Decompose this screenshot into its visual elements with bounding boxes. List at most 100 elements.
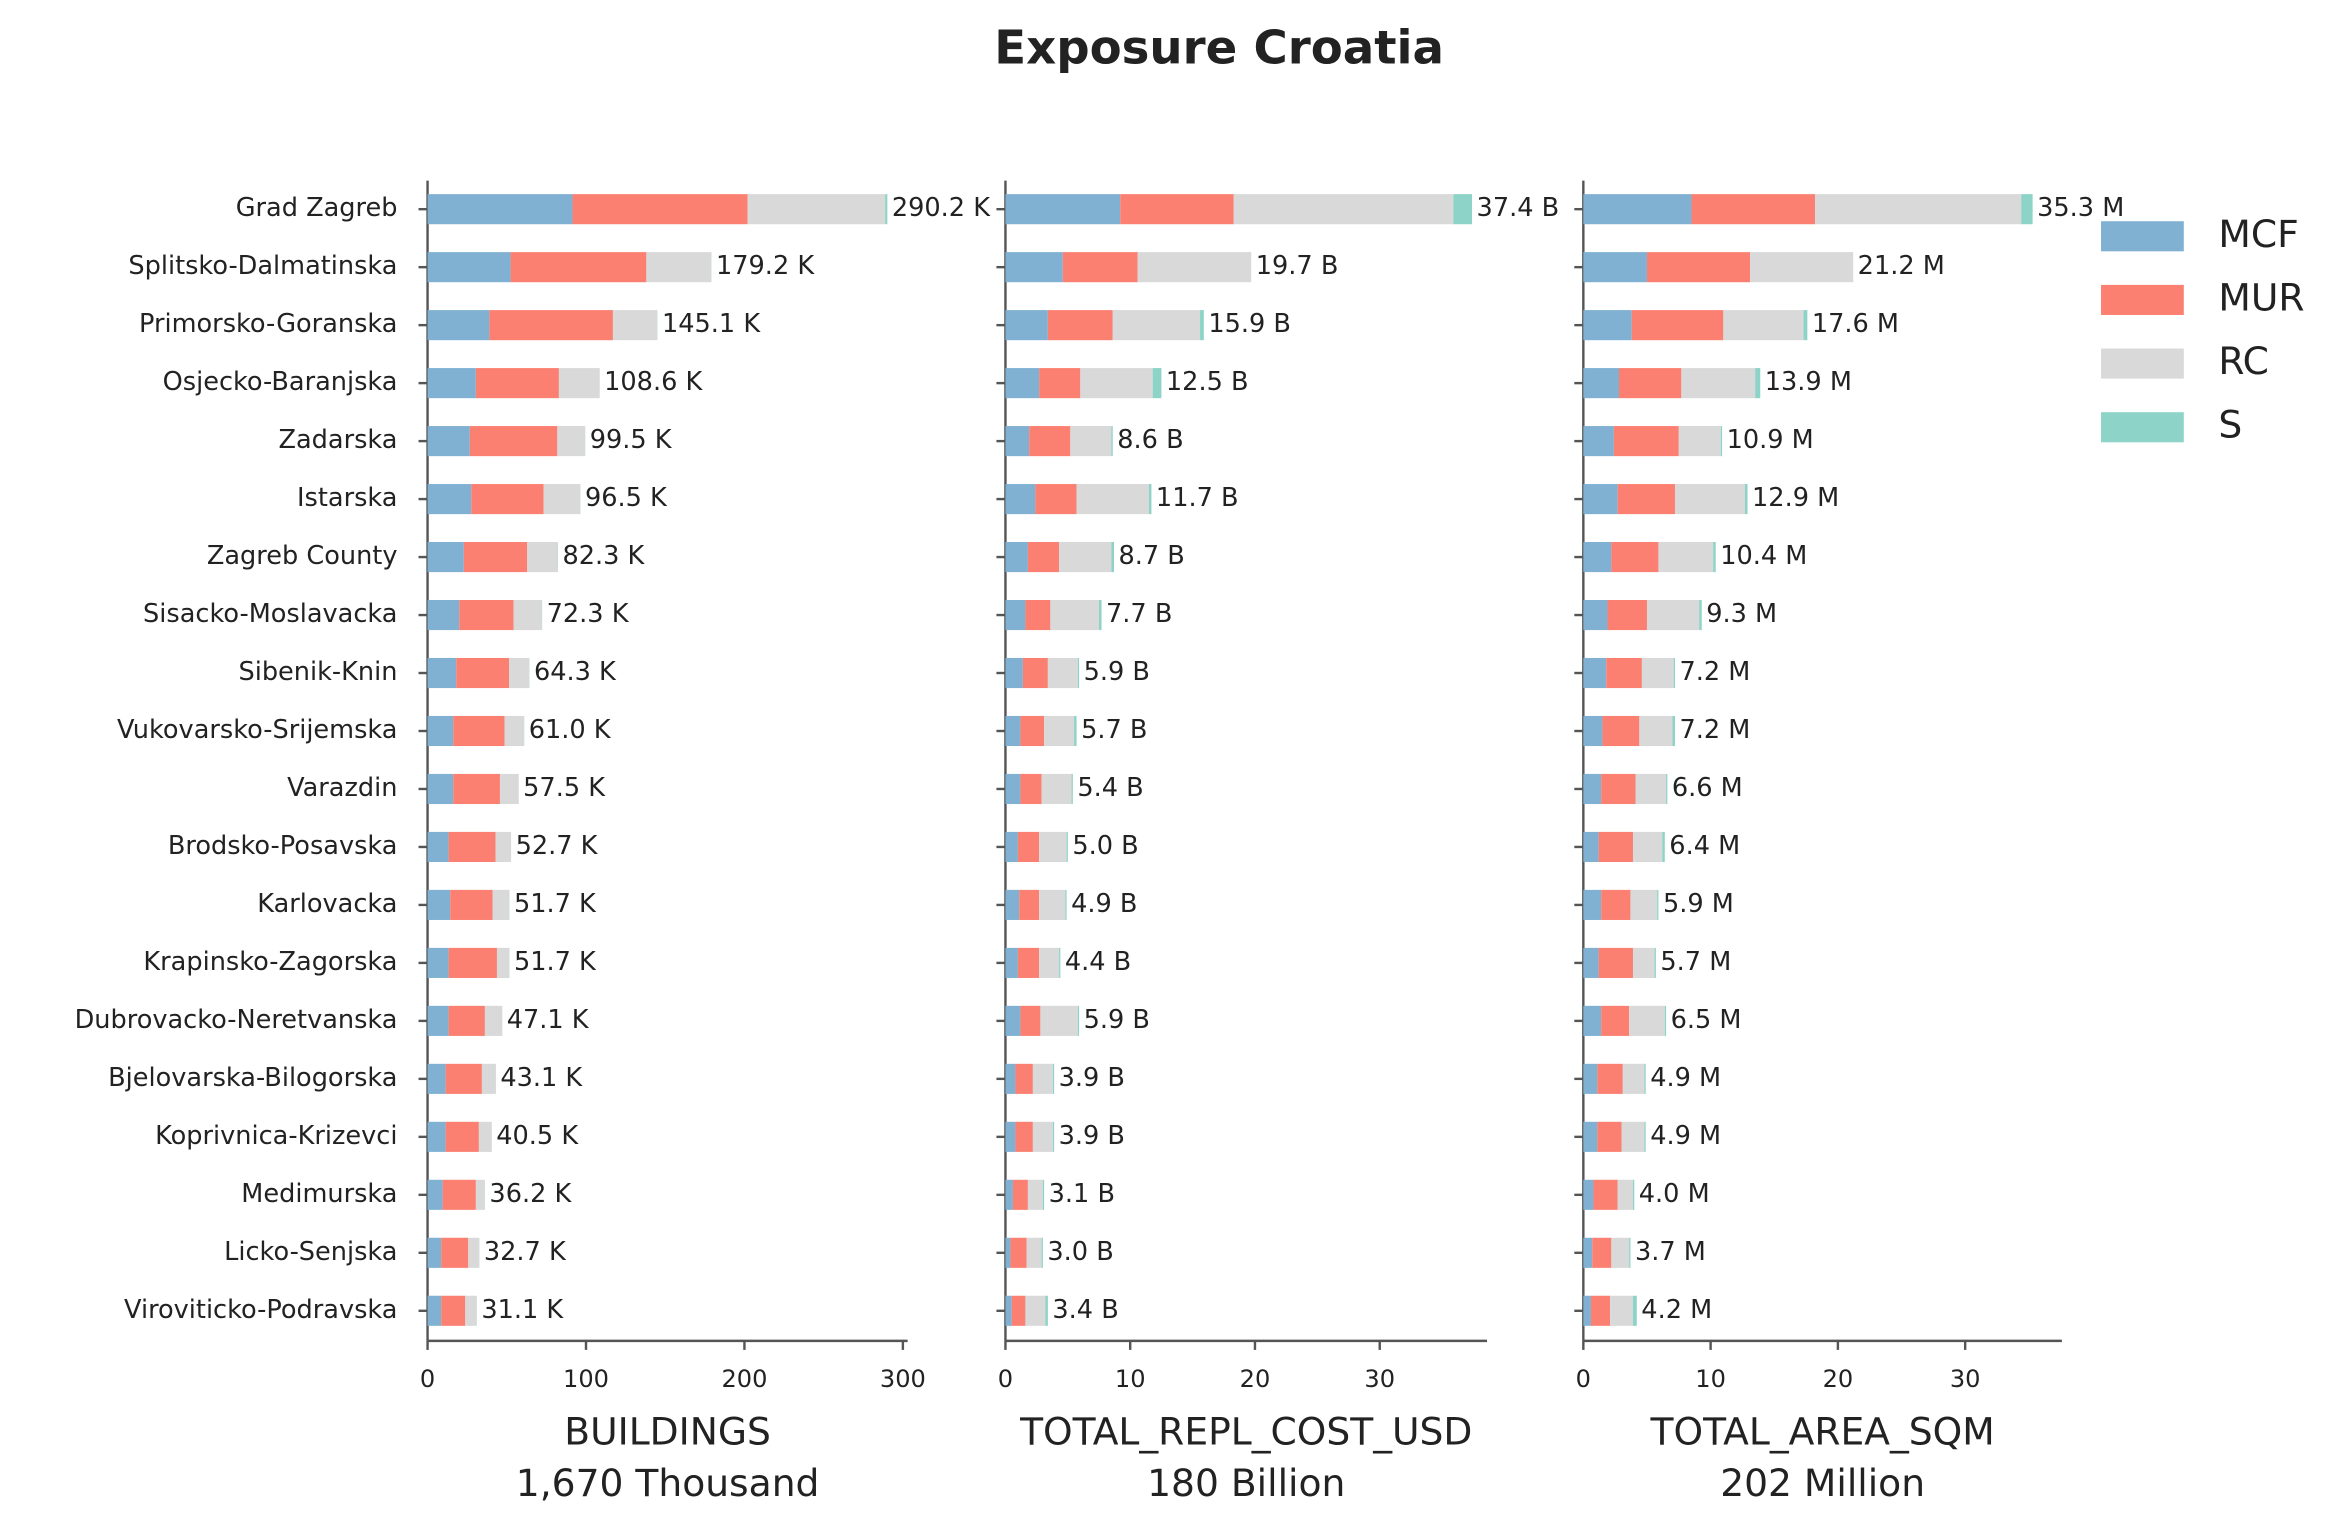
x-tick-label: 200 (721, 1365, 767, 1393)
bar-segment (1052, 1063, 1055, 1094)
total-label: 36.2 K (489, 1179, 572, 1209)
bar-segment (427, 889, 451, 920)
bar-segment (1617, 1179, 1633, 1210)
bar-segment (1592, 1237, 1612, 1268)
bar-segment (2021, 194, 2033, 225)
total-label: 4.2 M (1641, 1295, 1712, 1325)
bar-segment (1070, 426, 1112, 457)
bar-segment (427, 484, 472, 515)
bar-segment (1639, 715, 1673, 747)
bar-segment (1618, 368, 1682, 399)
bar-segment (1035, 484, 1077, 515)
bar-segment (1691, 194, 1815, 225)
bar-segment (1005, 599, 1026, 631)
x-tick-label: 10 (1115, 1365, 1146, 1393)
bar-segment (441, 1237, 469, 1268)
bar-segment (1713, 542, 1716, 573)
bar-segment (1005, 889, 1020, 920)
x-axis-note: 180 Billion (1147, 1461, 1345, 1505)
total-label: 47.1 K (507, 1005, 590, 1035)
bar-segment (427, 1005, 449, 1036)
bar-segment (1076, 484, 1149, 515)
x-tick-label: 30 (1364, 1365, 1395, 1393)
bar-segment (1039, 947, 1060, 978)
bar-segment (1583, 1237, 1593, 1268)
x-tick-label: 300 (880, 1365, 926, 1393)
bar-segment (1681, 368, 1756, 399)
bar-segment (1610, 1295, 1633, 1326)
bar-segment (1613, 426, 1679, 457)
bar-segment (492, 889, 510, 920)
bar-segment (1011, 1295, 1026, 1326)
x-tick-label: 0 (998, 1365, 1013, 1393)
bar-segment (1148, 484, 1152, 515)
total-label: 12.9 M (1752, 483, 1839, 513)
bar-segment (513, 599, 542, 631)
bar-segment (1583, 773, 1602, 805)
x-tick-label: 0 (1576, 1365, 1591, 1393)
bar-segment (1045, 1295, 1048, 1326)
bar-segment (1583, 194, 1692, 225)
bar-segment (1597, 1121, 1622, 1152)
bar-segment (1026, 1237, 1042, 1268)
total-label: 10.4 M (1720, 541, 1807, 571)
bar-segment (1062, 252, 1138, 283)
bar-segment (427, 426, 470, 457)
bar-segment (1005, 542, 1028, 573)
bar-segment (1654, 947, 1656, 978)
category-label: Krapinsko-Zagorska (143, 947, 397, 977)
total-label: 4.9 M (1650, 1063, 1721, 1093)
total-label: 8.6 B (1117, 425, 1183, 455)
total-label: 51.7 K (514, 947, 597, 977)
bar-segment (1583, 542, 1612, 573)
bar-segment (1720, 426, 1723, 457)
total-label: 7.2 M (1679, 657, 1750, 687)
bar-segment (1593, 1179, 1618, 1210)
total-label: 9.3 M (1706, 599, 1777, 629)
bar-segment (1635, 773, 1667, 805)
bar-segment (1019, 889, 1040, 920)
bar-segment (1047, 657, 1078, 689)
bar-segment (1111, 542, 1114, 573)
total-label: 12.5 B (1166, 367, 1249, 397)
bar-segment (1755, 368, 1761, 399)
bar-segment (1750, 252, 1854, 283)
total-label: 5.7 M (1660, 947, 1731, 977)
bar-segment (1039, 831, 1067, 863)
bar-segment (1047, 310, 1113, 341)
bar-segment (453, 773, 500, 805)
bar-segment (543, 484, 581, 515)
category-label: Istarska (297, 483, 397, 513)
bar-segment (1583, 657, 1607, 689)
bar-segment (469, 426, 558, 457)
legend-label: MCF (2218, 212, 2298, 256)
bar-segment (489, 310, 613, 341)
bar-segment (427, 310, 490, 341)
bar-segment (427, 1063, 446, 1094)
total-label: 82.3 K (562, 541, 645, 571)
bar-segment (427, 657, 457, 689)
bar-segment (1025, 599, 1051, 631)
bar-segment (1017, 831, 1040, 863)
category-label: Viroviticko-Podravska (124, 1295, 397, 1325)
figure-title: Exposure Croatia (994, 22, 1444, 76)
category-label: Osjecko-Baranjska (163, 367, 398, 397)
total-label: 108.6 K (604, 367, 703, 397)
bar-segment (1621, 1121, 1645, 1152)
bar-segment (1080, 368, 1153, 399)
total-label: 32.7 K (484, 1237, 567, 1267)
bar-segment (1029, 426, 1071, 457)
bar-segment (1672, 715, 1675, 747)
total-label: 3.9 B (1059, 1063, 1125, 1093)
bar-segment (1040, 1005, 1078, 1036)
bar-segment (1042, 1179, 1045, 1210)
bar-segment (1005, 657, 1023, 689)
x-tick-label: 20 (1823, 1365, 1854, 1393)
bar-segment (1015, 1063, 1033, 1094)
category-label: Sibenik-Knin (238, 657, 397, 687)
bar-segment (427, 252, 511, 283)
total-label: 96.5 K (585, 483, 668, 513)
bar-segment (1017, 947, 1040, 978)
total-label: 7.7 B (1106, 599, 1172, 629)
total-label: 3.4 B (1052, 1295, 1118, 1325)
